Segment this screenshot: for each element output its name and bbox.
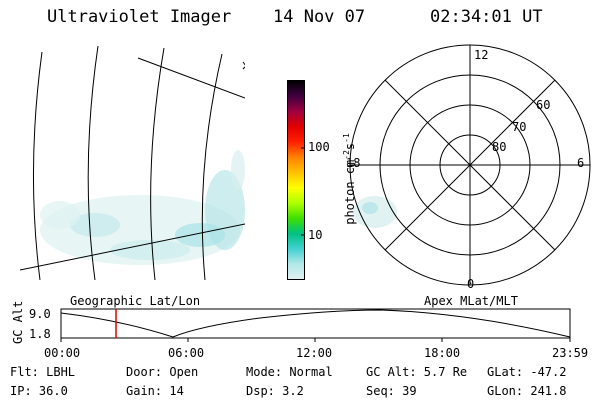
instrument-title: Ultraviolet Imager <box>47 7 232 27</box>
dsp-info: Dsp: 3.2 <box>246 384 304 398</box>
date-label: 14 Nov 07 <box>273 7 366 27</box>
lat-60-label: 60 <box>536 98 551 112</box>
timeline-tick-3: 18:00 <box>424 346 461 360</box>
colorbar <box>287 80 305 280</box>
mode-info: Mode: Normal <box>246 365 333 379</box>
mlt-12-label: 12 <box>474 48 489 62</box>
timeline-tick-4: 23:59 <box>552 346 589 360</box>
polar-emission <box>353 196 397 228</box>
uv-emission-speckle <box>40 150 245 265</box>
gain-info: Gain: 14 <box>126 384 184 398</box>
seq-info: Seq: 39 <box>366 384 417 398</box>
gc-alt-info: GC Alt: 5.7 Re <box>366 365 468 379</box>
colorbar-tick-100: 100 <box>308 140 330 154</box>
timeline-tick-0: 00:00 <box>44 346 81 360</box>
timeline-tick-2: 12:00 <box>296 346 333 360</box>
glat-info: GLat: -47.2 <box>487 365 567 379</box>
filter-info: Flt: LBHL <box>10 365 76 379</box>
mlt-0-label: 0 <box>467 277 475 291</box>
mlt-18-label: 18 <box>346 156 361 170</box>
timeline-y-low: 1.8 <box>29 327 51 341</box>
glon-info: GLon: 241.8 <box>487 384 567 398</box>
lat-80-label: 80 <box>492 140 507 154</box>
time-label: 02:34:01 UT <box>430 7 543 27</box>
door-info: Door: Open <box>126 365 199 379</box>
timeline-tick-1: 06:00 <box>168 346 205 360</box>
timeline-y-high: 9.0 <box>29 307 51 321</box>
mlt-6-label: 6 <box>577 156 585 170</box>
timeline-label-left: Geographic Lat/Lon <box>70 294 201 308</box>
lat-70-label: 70 <box>512 120 527 134</box>
timeline-label-right: Apex MLat/MLT <box>424 294 518 308</box>
colorbar-tick-10: 10 <box>308 228 323 242</box>
ip-info: IP: 36.0 <box>10 384 68 398</box>
